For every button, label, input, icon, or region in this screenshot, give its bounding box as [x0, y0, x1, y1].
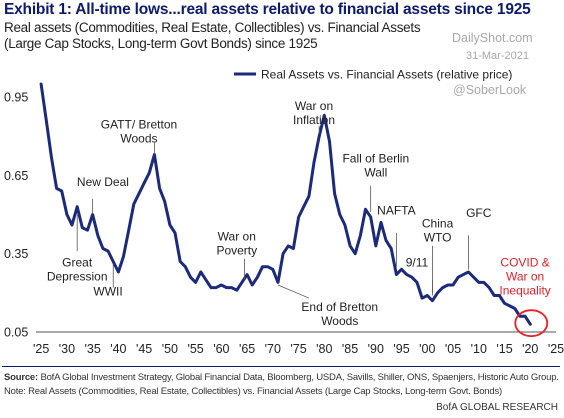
- watermark-handle: @SoberLook: [453, 83, 527, 97]
- series-line-real-vs-financial: [39, 82, 532, 326]
- annotation-label: War on Inflation: [293, 99, 335, 127]
- annotation-label: New Deal: [77, 175, 129, 189]
- y-tick-label: 0.05: [4, 326, 28, 340]
- x-tick-label: '20: [522, 342, 538, 356]
- x-tick-label: '75: [290, 342, 306, 356]
- y-tick-label: 0.65: [4, 169, 28, 183]
- annotation-label: 9/11: [406, 256, 429, 270]
- source-text: BofA Global Investment Strategy, Global …: [40, 372, 559, 383]
- x-tick-label: '90: [368, 342, 384, 356]
- annotation-label: COVID & War on Inequality: [499, 256, 550, 298]
- footer-note: Note: Real Assets (Commodities, Real Est…: [4, 386, 502, 397]
- x-tick-label: '10: [471, 342, 487, 356]
- watermark-site: DailyShot.com: [452, 31, 533, 45]
- x-tick-label: '45: [136, 342, 152, 356]
- annotation-label: GATT/ Bretton Woods: [101, 117, 177, 145]
- x-tick-label: '80: [316, 342, 332, 356]
- x-tick-label: '60: [213, 342, 229, 356]
- x-tick-label: '95: [393, 342, 409, 356]
- x-tick-label: '40: [110, 342, 126, 356]
- legend-label: Real Assets vs. Financial Assets (relati…: [261, 68, 512, 82]
- brand-label: BofA GLOBAL RESEARCH: [436, 402, 558, 413]
- chart-subtitle: Real assets (Commodities, Real Estate, C…: [4, 20, 421, 51]
- x-tick-label: '50: [162, 342, 178, 356]
- x-tick-label: '70: [265, 342, 281, 356]
- annotation-label: Great Depression: [47, 256, 108, 284]
- source-label: Source:: [4, 372, 38, 383]
- annotation-label: GFC: [466, 206, 492, 220]
- annotation-label: War on Poverty: [216, 230, 257, 258]
- x-tick-label: '25: [33, 342, 49, 356]
- footer-divider: [2, 366, 560, 367]
- watermark-date: 31-Mar-2021: [466, 50, 529, 62]
- x-tick-label: '55: [187, 342, 203, 356]
- annotation-label: Fall of Berlin Wall: [342, 151, 409, 179]
- annotation-label: China WTO: [422, 217, 454, 245]
- x-tick-label: '35: [84, 342, 100, 356]
- highlight-circle: [514, 309, 549, 338]
- footer-source: Source: BofA Global Investment Strategy,…: [4, 372, 559, 383]
- x-tick-label: '15: [496, 342, 512, 356]
- x-tick-label: '30: [59, 342, 75, 356]
- x-tick-label: '65: [239, 342, 255, 356]
- y-tick-label: 0.95: [4, 91, 28, 105]
- x-tick-label: '25: [548, 342, 564, 356]
- x-tick-label: '05: [445, 342, 461, 356]
- exhibit-label: Exhibit 1:: [4, 1, 72, 18]
- x-tick-label: '00: [419, 342, 435, 356]
- chart-title: Exhibit 1: All-time lows...real assets r…: [4, 1, 531, 19]
- title-text: All-time lows...real assets relative to …: [75, 1, 531, 18]
- x-tick-label: '85: [342, 342, 358, 356]
- y-tick-label: 0.35: [4, 247, 28, 261]
- annotation-label: End of Bretton Woods: [301, 300, 378, 328]
- annotation-label: NAFTA: [377, 204, 415, 218]
- annotation-leader: [277, 284, 310, 299]
- annotation-label: WWII: [93, 284, 122, 298]
